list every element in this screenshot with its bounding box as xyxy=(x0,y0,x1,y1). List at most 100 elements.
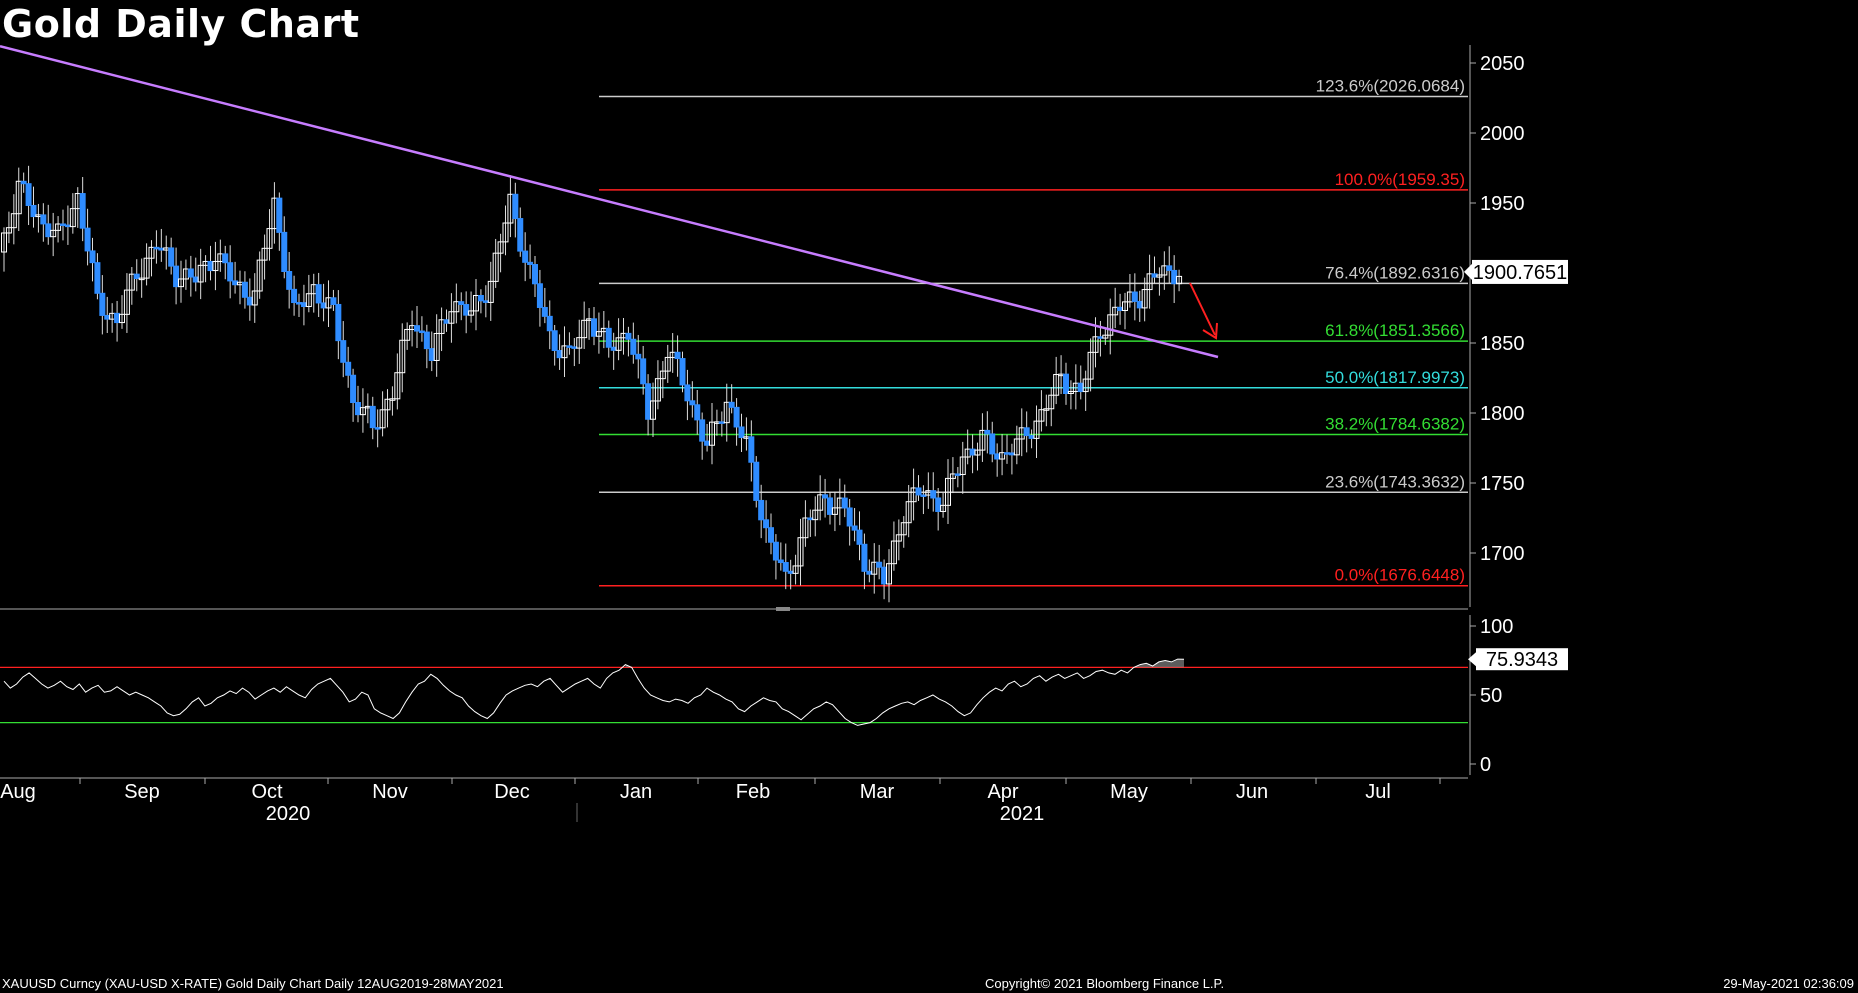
chart-title: Gold Daily Chart xyxy=(2,2,360,46)
candle-body xyxy=(1166,265,1173,271)
candle-body xyxy=(1038,409,1045,422)
candle-body xyxy=(148,246,155,259)
candle-body xyxy=(802,517,809,539)
candle-body xyxy=(723,401,730,424)
candle-body xyxy=(689,400,696,406)
candle-body xyxy=(1087,351,1094,380)
candle-body xyxy=(704,440,711,446)
candle-body xyxy=(822,494,829,499)
candle-body xyxy=(25,183,32,206)
candle-body xyxy=(89,250,96,264)
candle-body xyxy=(546,315,553,332)
rsi-last-box xyxy=(1476,648,1568,671)
candle-body xyxy=(384,398,391,411)
candle-body xyxy=(296,302,302,305)
candle-body xyxy=(851,525,858,531)
month-label: Jan xyxy=(620,781,652,803)
rsi-overbought-fill xyxy=(625,659,1184,668)
candle-body xyxy=(286,271,293,290)
candle-body xyxy=(197,264,204,283)
candle-body xyxy=(959,456,966,476)
candle-body xyxy=(591,318,597,337)
candle-body xyxy=(232,280,239,286)
candle-body xyxy=(876,561,883,568)
candle-body xyxy=(1122,301,1128,312)
candle-body xyxy=(969,448,976,456)
candle-body xyxy=(581,319,588,339)
candle-body xyxy=(777,559,784,564)
candle-body xyxy=(482,300,489,303)
fib-label: 61.8%(1851.3566) xyxy=(1325,321,1465,340)
month-label: Feb xyxy=(736,781,770,803)
candle-body xyxy=(227,262,234,282)
candle-body xyxy=(782,562,789,572)
candle-body xyxy=(114,312,121,324)
last-price-label: 1900.7651 xyxy=(1473,262,1568,284)
candle-body xyxy=(251,290,258,306)
candle-body xyxy=(55,223,62,231)
candle-body xyxy=(861,543,868,572)
candle-body xyxy=(359,407,366,416)
candle-body xyxy=(1102,334,1109,339)
price-tick-label: 2000 xyxy=(1480,123,1525,145)
candle-body xyxy=(905,501,912,524)
candle-body xyxy=(246,296,253,306)
candle-body xyxy=(340,340,347,363)
rsi-last-pointer xyxy=(1468,652,1476,667)
month-label: Aug xyxy=(0,781,36,803)
footer-timestamp: 29-May-2021 02:36:09 xyxy=(1723,976,1854,991)
candle-body xyxy=(645,383,652,420)
candle-body xyxy=(827,497,833,515)
month-label: May xyxy=(1110,781,1148,803)
candle-body xyxy=(153,246,160,250)
candle-body xyxy=(423,331,430,350)
candle-body xyxy=(900,522,907,536)
candle-body xyxy=(890,540,897,565)
candle-body xyxy=(556,350,563,359)
candle-body xyxy=(1067,390,1074,394)
candle-body xyxy=(315,284,322,304)
candle-body xyxy=(45,223,52,238)
candle-body xyxy=(561,345,568,359)
candle-body xyxy=(241,281,248,298)
candle-body xyxy=(320,302,327,309)
candle-body xyxy=(768,527,774,543)
candle-body xyxy=(797,537,804,567)
candle-body xyxy=(772,541,779,561)
candle-body xyxy=(448,311,455,324)
candle-body xyxy=(15,180,22,215)
candle-body xyxy=(1028,435,1035,439)
candle-body xyxy=(630,338,637,355)
candle-body xyxy=(374,427,381,430)
candle-body xyxy=(389,398,396,401)
candle-body xyxy=(871,561,878,575)
candle-body xyxy=(50,229,57,238)
candle-body xyxy=(886,563,892,585)
candle-body xyxy=(168,247,175,267)
candle-body xyxy=(605,327,612,348)
candle-body xyxy=(940,504,947,512)
candle-body xyxy=(595,331,602,337)
candle-body xyxy=(684,384,691,402)
candle-body xyxy=(753,461,760,501)
candle-body xyxy=(994,453,1001,460)
candle-body xyxy=(954,473,961,476)
candle-body xyxy=(738,426,745,439)
candle-body xyxy=(178,278,184,288)
candle-body xyxy=(345,361,352,376)
candle-body xyxy=(1156,274,1163,278)
candle-body xyxy=(787,570,794,574)
candle-body xyxy=(30,204,37,218)
candle-body xyxy=(674,351,681,360)
candle-body xyxy=(261,247,268,261)
trendline xyxy=(0,44,1219,359)
candle-body xyxy=(1171,269,1178,285)
price-tick-label: 1700 xyxy=(1480,543,1525,565)
candle-body xyxy=(635,353,642,360)
rsi-tick-label: 50 xyxy=(1480,685,1502,707)
candle-body xyxy=(138,277,145,281)
candle-body xyxy=(143,257,150,279)
rsi-tick-label: 0 xyxy=(1480,754,1491,776)
candle-body xyxy=(1141,289,1148,309)
candle-body xyxy=(699,419,706,442)
